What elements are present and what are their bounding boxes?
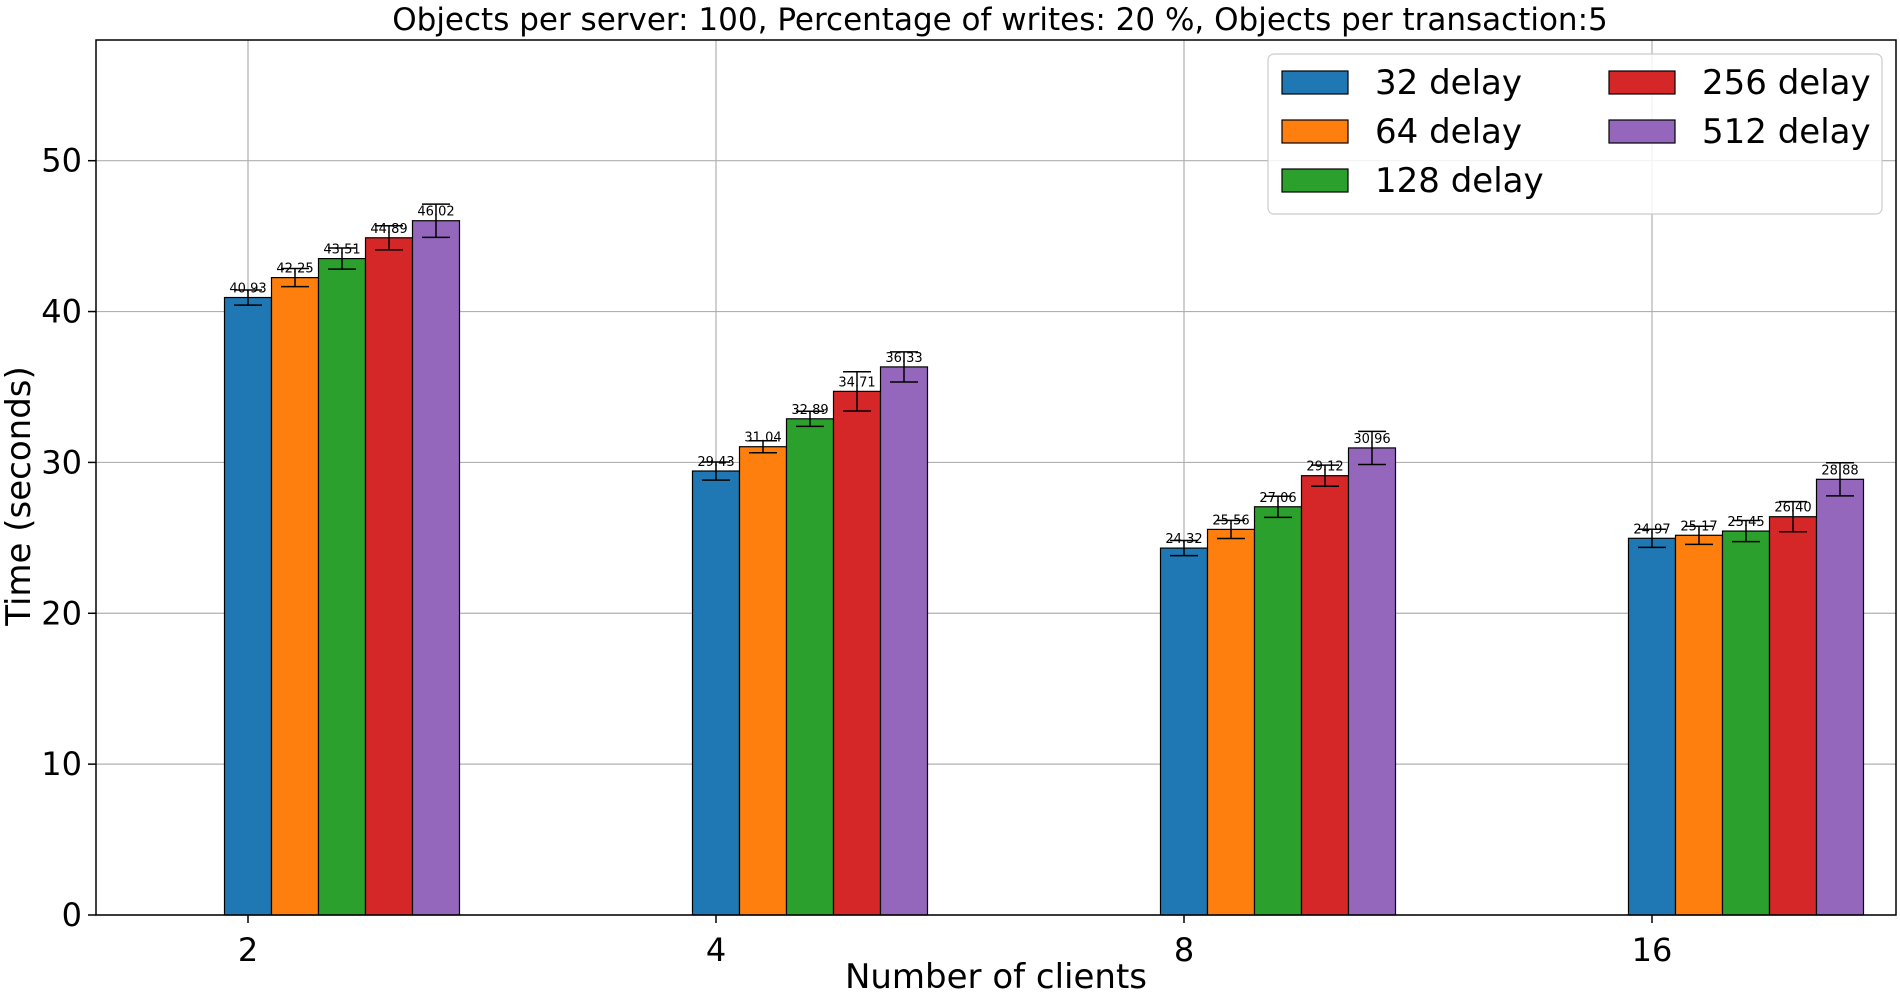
bar [1627, 537, 1677, 916]
data-label: 32.89 [791, 403, 828, 418]
bar [785, 418, 835, 916]
bar [1300, 475, 1350, 916]
data-label: 25.17 [1680, 519, 1717, 534]
legend-swatch [1281, 70, 1349, 95]
x-tick-label: 4 [706, 931, 726, 969]
data-label: 42.25 [276, 262, 313, 277]
y-tick-label: 0 [62, 896, 82, 934]
bar [270, 277, 320, 916]
legend-label: 256 delay [1702, 63, 1871, 103]
y-tick-label: 40 [41, 293, 82, 331]
data-label: 43.51 [323, 243, 360, 258]
data-label: 28.88 [1821, 463, 1858, 478]
legend-swatch [1608, 70, 1676, 95]
data-label: 40.93 [229, 282, 266, 297]
bar [364, 237, 414, 916]
legend-swatch [1281, 168, 1349, 193]
x-tick-label: 16 [1632, 931, 1673, 969]
bar [738, 446, 788, 916]
bar [1815, 478, 1865, 916]
legend-label: 128 delay [1375, 161, 1544, 201]
bar [1206, 528, 1256, 916]
data-label: 34.71 [838, 375, 875, 390]
data-label: 44.89 [370, 222, 407, 237]
data-label: 36.33 [885, 351, 922, 366]
data-label: 25.45 [1727, 515, 1764, 530]
bar [691, 470, 741, 916]
bar [1253, 506, 1303, 916]
legend-swatch [1608, 119, 1676, 144]
data-label: 30.96 [1353, 432, 1390, 447]
bar [411, 220, 461, 916]
y-axis-label: Time (seconds) [0, 366, 39, 627]
bars [223, 220, 1865, 916]
x-tick-label: 2 [238, 931, 258, 969]
legend-label: 512 delay [1702, 112, 1871, 152]
plot-frame [95, 39, 1897, 916]
data-labels: 40.93 29.43 24.32 24.97 42.25 31.04 25.56 25.17… [229, 205, 1858, 547]
error-bars [234, 203, 1854, 557]
bar [832, 390, 882, 916]
axis-ticks: 0 10 20 30 40 50 2 4 8 16 [41, 142, 1672, 969]
data-label: 29.43 [697, 455, 734, 470]
data-label: 24.97 [1633, 522, 1670, 537]
data-label: 31.04 [744, 431, 781, 446]
chart-title: Objects per server: 100, Percentage of w… [392, 2, 1608, 38]
data-label: 24.32 [1165, 532, 1202, 547]
x-axis-label: Number of clients [845, 957, 1147, 997]
y-tick-label: 50 [41, 142, 82, 180]
y-tick-label: 30 [41, 443, 82, 481]
data-label: 26.40 [1774, 501, 1811, 516]
bar [1347, 447, 1397, 916]
bar [317, 257, 367, 916]
data-label: 25.56 [1212, 513, 1249, 528]
legend: 32 delay 64 delay 128 delay 256 delay 512 de… [1267, 53, 1883, 215]
legend-box [1267, 53, 1883, 215]
bar [223, 296, 273, 916]
x-tick-label: 8 [1174, 931, 1194, 969]
bar [1721, 530, 1771, 916]
bar [1159, 547, 1209, 916]
legend-label: 32 delay [1375, 63, 1522, 103]
bar [1674, 534, 1724, 916]
bar [1768, 516, 1818, 916]
y-tick-label: 10 [41, 745, 82, 783]
data-label: 29.12 [1306, 460, 1343, 475]
legend-label: 64 delay [1375, 112, 1522, 152]
bar [879, 366, 929, 916]
y-tick-label: 20 [41, 594, 82, 632]
legend-swatch [1281, 119, 1349, 144]
data-label: 46.02 [417, 205, 454, 220]
data-label: 27.06 [1259, 491, 1296, 506]
